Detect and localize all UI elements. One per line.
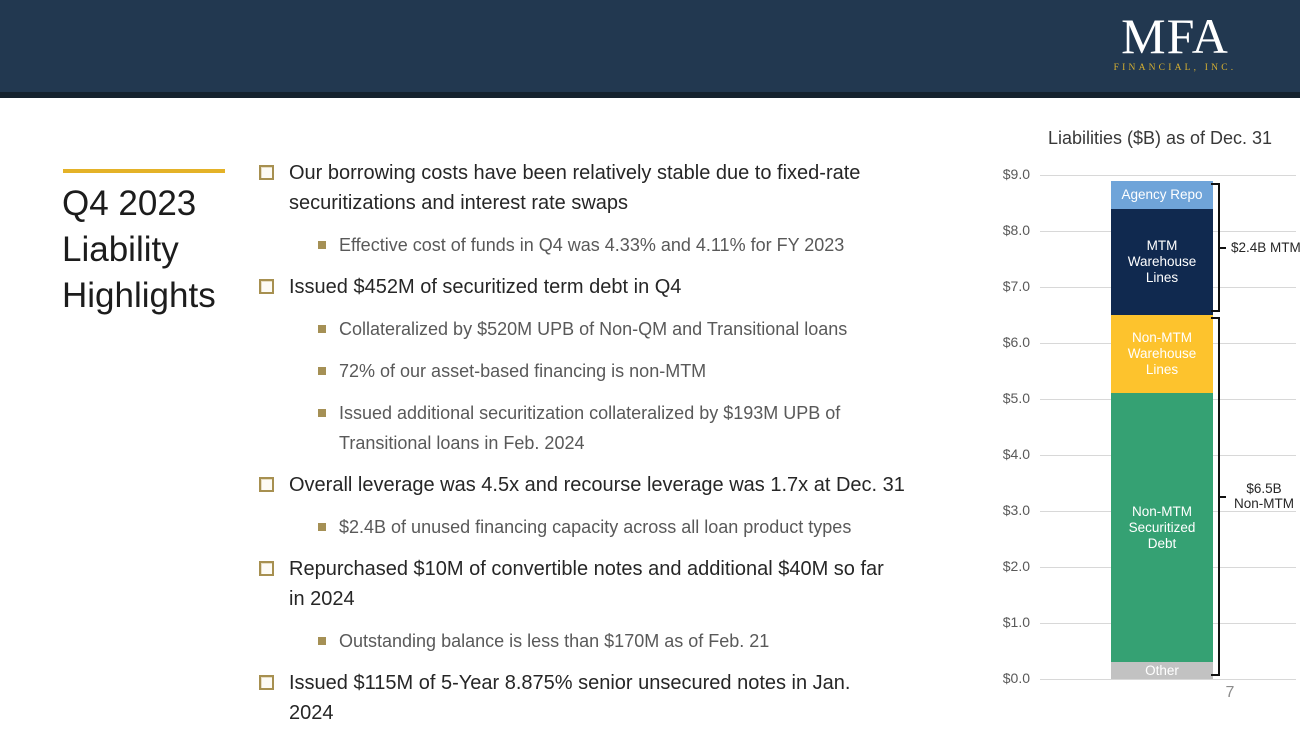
bullet-text: $2.4B of unused financing capacity acros… bbox=[339, 517, 852, 537]
y-axis-tick-label: $6.0 bbox=[1002, 334, 1030, 350]
small-square-bullet-icon bbox=[318, 637, 326, 645]
bullet-text: Issued $115M of 5-Year 8.875% senior uns… bbox=[289, 672, 851, 724]
bracket-line bbox=[1218, 317, 1220, 676]
bracket-label: $6.5B Non-MTM bbox=[1234, 481, 1294, 511]
bar-segment-label: MTM Warehouse Lines bbox=[1127, 237, 1197, 285]
header-bar: MFA FINANCIAL, INC. bbox=[0, 0, 1300, 98]
y-axis-tick-label: $2.0 bbox=[1002, 558, 1030, 574]
y-axis-tick-label: $7.0 bbox=[1002, 278, 1030, 294]
bullet-item: Our borrowing costs have been relatively… bbox=[258, 158, 978, 218]
y-axis-tick-label: $3.0 bbox=[1002, 502, 1030, 518]
chart-title: Liabilities ($B) as of Dec. 31 bbox=[1047, 128, 1273, 148]
stacked-bar: Other Non-MTM Securitized Debt Non-MTM War… bbox=[1111, 0, 1213, 731]
bracket-line bbox=[1211, 317, 1218, 319]
bar-segment-other: Other bbox=[1111, 662, 1213, 679]
square-bullet-icon bbox=[259, 675, 274, 690]
bar-segment-label: Agency Repo bbox=[1121, 186, 1203, 202]
bar-segment-agency-repo: Agency Repo bbox=[1111, 180, 1213, 209]
square-bullet-icon bbox=[259, 477, 274, 492]
bar-segment-non-mtm-securitized-debt: Non-MTM Securitized Debt bbox=[1111, 393, 1213, 663]
bracket-line bbox=[1211, 310, 1218, 312]
bar-segment-label: Other bbox=[1145, 662, 1179, 678]
sub-bullet-item: $2.4B of unused financing capacity acros… bbox=[258, 512, 978, 542]
bullet-item: Overall leverage was 4.5x and recourse l… bbox=[258, 470, 978, 500]
bracket-line bbox=[1211, 674, 1218, 676]
bracket-line bbox=[1220, 247, 1226, 249]
bullet-item: Repurchased $10M of convertible notes an… bbox=[258, 554, 978, 614]
bar-segment-label: Non-MTM Securitized Debt bbox=[1128, 503, 1196, 551]
bracket-line bbox=[1220, 496, 1226, 498]
logo-text: MFA bbox=[1121, 8, 1229, 64]
y-axis-tick-label: $5.0 bbox=[1002, 390, 1030, 406]
small-square-bullet-icon bbox=[318, 367, 326, 375]
sub-bullet-item: Issued additional securitization collate… bbox=[258, 398, 978, 458]
bar-segment-label: Non-MTM Warehouse Lines bbox=[1127, 330, 1197, 378]
y-axis-tick-label: $0.0 bbox=[1002, 670, 1030, 686]
y-axis-tick-label: $1.0 bbox=[1002, 614, 1030, 630]
bullet-text: Outstanding balance is less than $170M a… bbox=[339, 631, 770, 651]
gridline bbox=[1040, 679, 1296, 680]
y-axis-tick-label: $9.0 bbox=[1002, 166, 1030, 182]
sub-bullet-item: 72% of our asset-based financing is non-… bbox=[258, 356, 978, 386]
bullet-text: 72% of our asset-based financing is non-… bbox=[339, 361, 707, 381]
sub-bullet-item: Outstanding balance is less than $170M a… bbox=[258, 626, 978, 656]
square-bullet-icon bbox=[259, 561, 274, 576]
bracket-line bbox=[1218, 183, 1220, 312]
bracket-label: $2.4B MTM bbox=[1231, 240, 1300, 255]
bar-segment-non-mtm-warehouse-lines: Non-MTM Warehouse Lines bbox=[1111, 315, 1213, 394]
page-number: 7 bbox=[1225, 684, 1235, 701]
bullet-text: Overall leverage was 4.5x and recourse l… bbox=[289, 474, 905, 496]
y-axis-tick-label: $8.0 bbox=[1002, 222, 1030, 238]
small-square-bullet-icon bbox=[318, 241, 326, 249]
square-bullet-icon bbox=[259, 165, 274, 180]
bracket-line bbox=[1211, 183, 1218, 185]
bullet-item: Issued $115M of 5-Year 8.875% senior uns… bbox=[258, 668, 978, 728]
bullet-item: Issued $452M of securitized term debt in… bbox=[258, 272, 978, 302]
bullet-list: Our borrowing costs have been relatively… bbox=[258, 158, 978, 728]
gridline bbox=[1040, 175, 1296, 176]
sub-bullet-item: Effective cost of funds in Q4 was 4.33% … bbox=[258, 230, 978, 260]
bullet-text: Our borrowing costs have been relatively… bbox=[289, 162, 861, 214]
bullet-text: Effective cost of funds in Q4 was 4.33% … bbox=[339, 235, 845, 255]
page-title: Q4 2023 Liability Highlights bbox=[62, 184, 216, 315]
bullet-text: Issued additional securitization collate… bbox=[339, 403, 841, 453]
sub-bullet-item: Collateralized by $520M UPB of Non-QM an… bbox=[258, 314, 978, 344]
bullet-text: Issued $452M of securitized term debt in… bbox=[289, 276, 682, 298]
logo-subtext: FINANCIAL, INC. bbox=[1113, 63, 1237, 73]
y-axis-tick-label: $4.0 bbox=[1002, 446, 1030, 462]
title-accent-line bbox=[63, 169, 225, 173]
bullet-text: Repurchased $10M of convertible notes an… bbox=[289, 558, 884, 610]
bullet-text: Collateralized by $520M UPB of Non-QM an… bbox=[339, 319, 848, 339]
small-square-bullet-icon bbox=[318, 325, 326, 333]
small-square-bullet-icon bbox=[318, 409, 326, 417]
mfa-logo: MFA FINANCIAL, INC. bbox=[1100, 10, 1250, 73]
square-bullet-icon bbox=[259, 279, 274, 294]
bar-segment-mtm-warehouse-lines: MTM Warehouse Lines bbox=[1111, 208, 1213, 315]
small-square-bullet-icon bbox=[318, 523, 326, 531]
